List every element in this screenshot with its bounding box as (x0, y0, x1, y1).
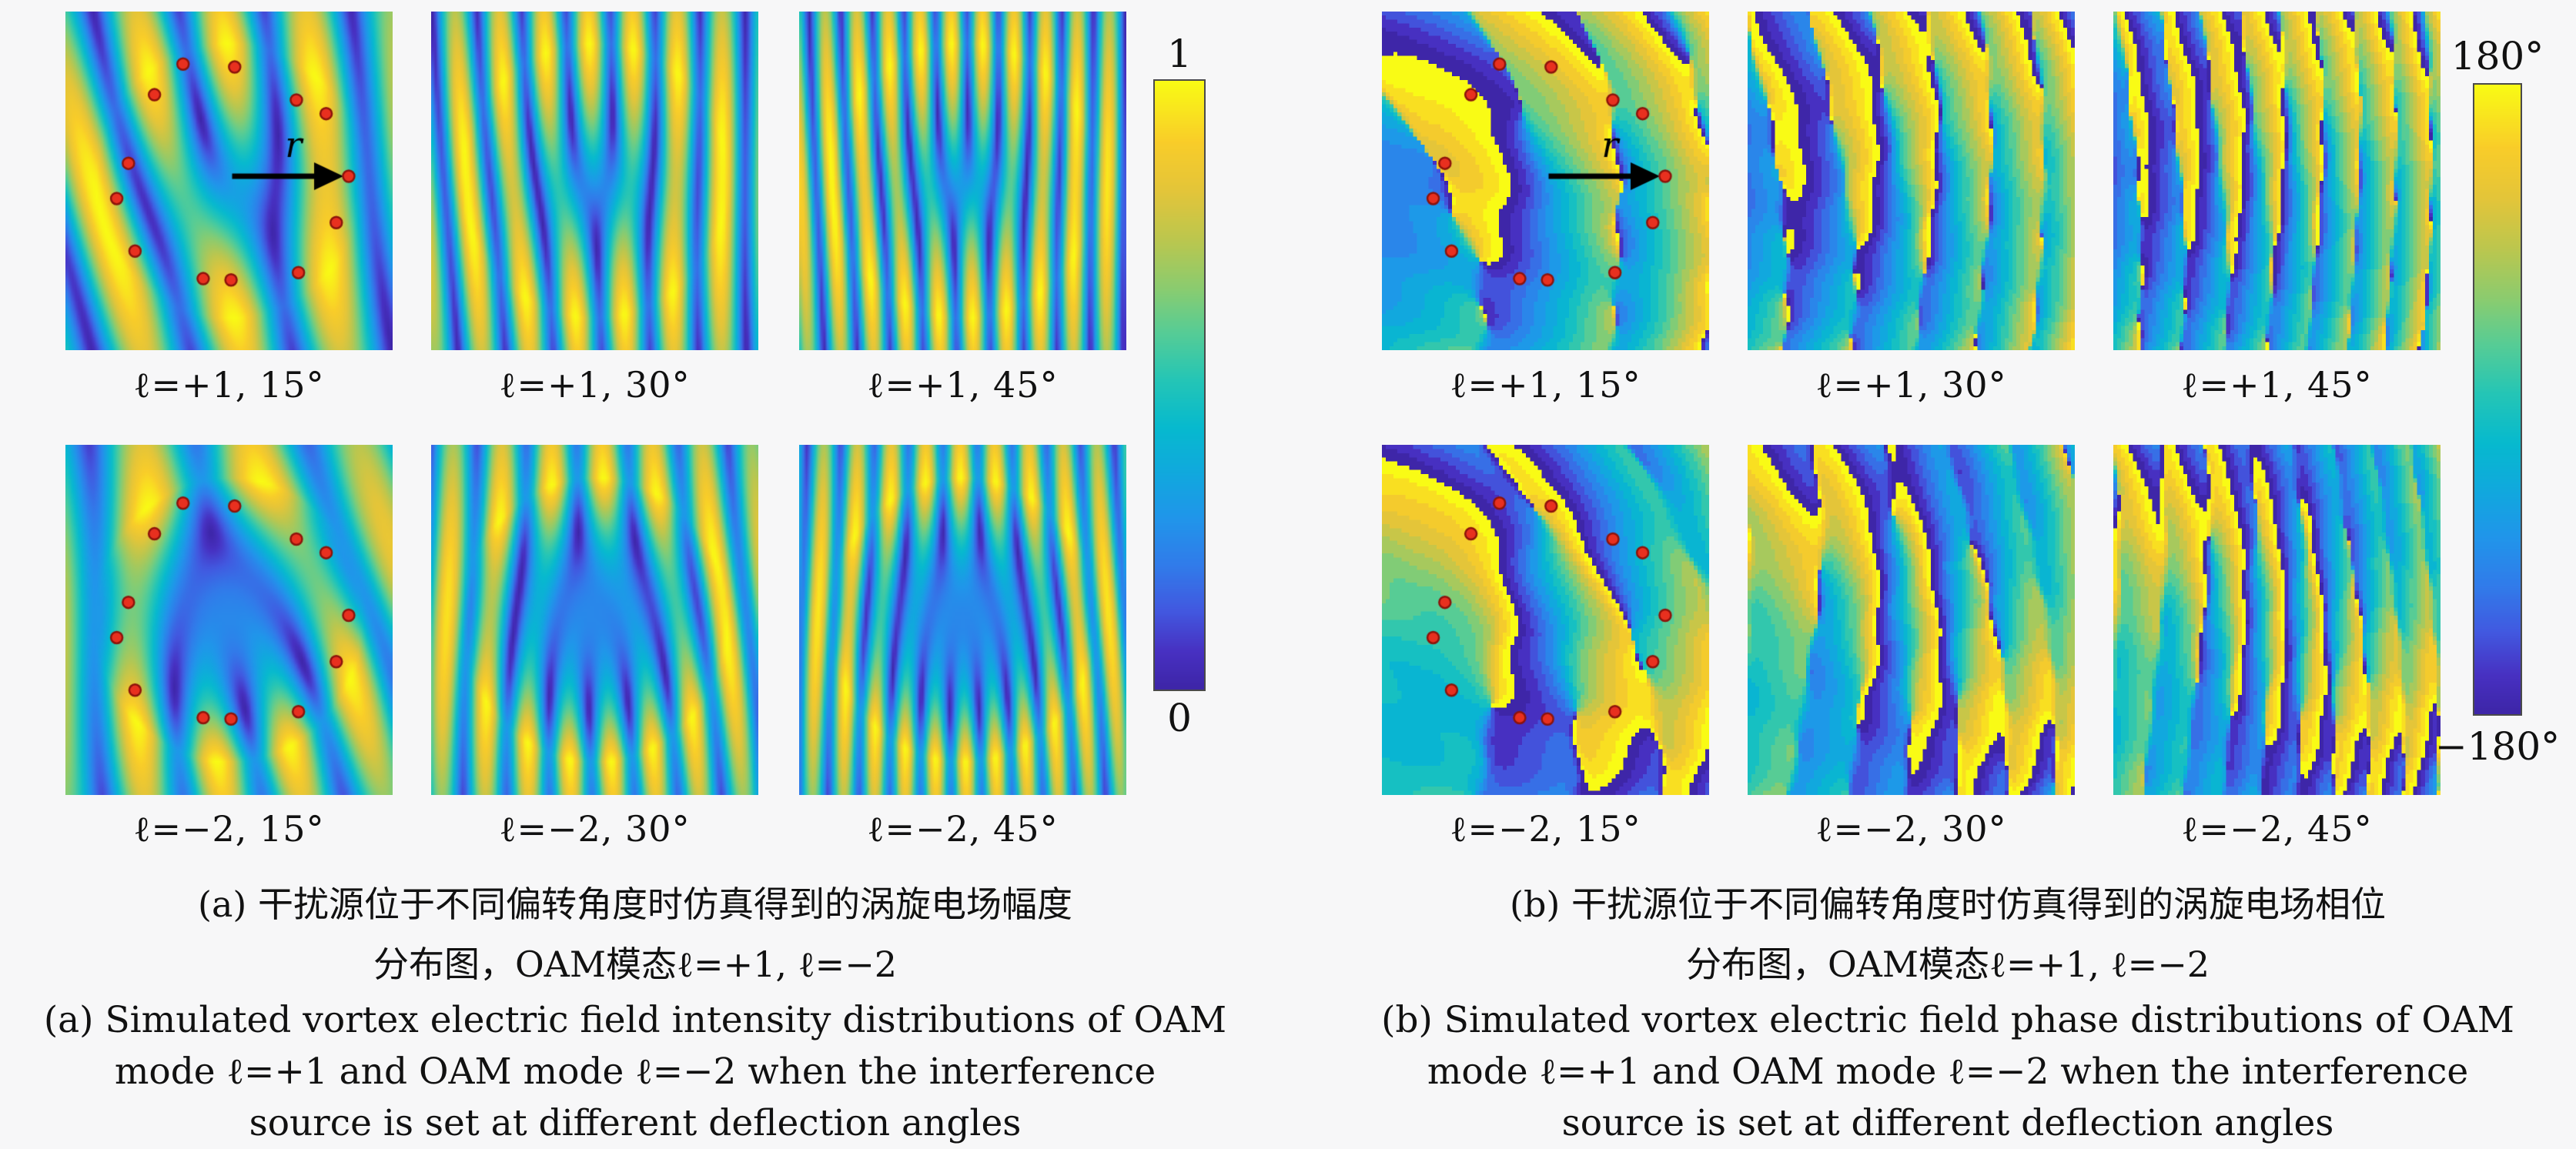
caption-panel-a: (a) 干扰源位于不同偏转角度时仿真得到的涡旋电场幅度 分布图，OAM模态ℓ=+… (19, 874, 1251, 1149)
caption-panel-b: (b) 干扰源位于不同偏转角度时仿真得到的涡旋电场相位 分布图，OAM模态ℓ=+… (1332, 874, 2564, 1149)
heatmap-canvas (799, 12, 1126, 350)
subplot-label: ℓ=+1, 30° (499, 364, 691, 406)
caption-zh-line: (b) 干扰源位于不同偏转角度时仿真得到的涡旋电场相位 (1510, 883, 2386, 925)
subplot-label: ℓ=−2, 45° (2181, 808, 2373, 850)
subplot-label: ℓ=+1, 45° (867, 364, 1059, 406)
heatmap-a-l-2-15deg (65, 445, 393, 795)
heatmap-a-l+1-15deg (65, 12, 393, 350)
colorbar-gradient (2473, 83, 2522, 716)
heatmap-canvas (1748, 12, 2075, 350)
heatmap-b-l-2-45deg (2113, 445, 2441, 795)
caption-en-line: source is set at different deflection an… (249, 1102, 1022, 1144)
heatmap-canvas (2113, 445, 2441, 795)
heatmap-canvas (1382, 12, 1709, 350)
caption-en-line: (b) Simulated vortex electric field phas… (1381, 999, 2514, 1041)
heatmap-b-l+1-45deg (2113, 12, 2441, 350)
heatmap-canvas (1382, 445, 1709, 795)
heatmap-b-l-2-15deg (1382, 445, 1709, 795)
colorbar-gradient (1153, 79, 1206, 691)
colorbar-intensity (1153, 79, 1206, 691)
subplot-label: ℓ=−2, 30° (499, 808, 691, 850)
caption-en-line: source is set at different deflection an… (1561, 1102, 2334, 1144)
caption-en-line: mode ℓ=+1 and OAM mode ℓ=−2 when the int… (1427, 1050, 2469, 1093)
heatmap-a-l-2-30deg (431, 445, 758, 795)
heatmap-b-l+1-30deg (1748, 12, 2075, 350)
heatmap-canvas (431, 12, 758, 350)
heatmap-b-l+1-15deg (1382, 12, 1709, 350)
caption-zh-line: 分布图，OAM模态ℓ=+1, ℓ=−2 (1685, 944, 2210, 985)
heatmap-a-l+1-30deg (431, 12, 758, 350)
caption-en-line: (a) Simulated vortex electric field inte… (43, 999, 1227, 1041)
colorbar-max-label: 180° (2451, 34, 2544, 78)
subplot-label: ℓ=−2, 30° (1815, 808, 2007, 850)
heatmap-canvas (799, 445, 1126, 795)
subplot-label: ℓ=+1, 30° (1815, 364, 2007, 406)
colorbar-min-label: 0 (1167, 696, 1192, 740)
heatmap-a-l-2-45deg (799, 445, 1126, 795)
colorbar-max-label: 1 (1167, 32, 1192, 76)
heatmap-canvas (1748, 445, 2075, 795)
caption-en-line: mode ℓ=+1 and OAM mode ℓ=−2 when the int… (114, 1050, 1156, 1093)
subplot-label: ℓ=+1, 15° (1450, 364, 1641, 406)
caption-zh-line: (a) 干扰源位于不同偏转角度时仿真得到的涡旋电场幅度 (198, 883, 1072, 925)
subplot-label: ℓ=−2, 15° (133, 808, 325, 850)
heatmap-canvas (2113, 12, 2441, 350)
heatmap-a-l+1-45deg (799, 12, 1126, 350)
heatmap-canvas (65, 445, 393, 795)
heatmap-canvas (65, 12, 393, 350)
caption-zh-line: 分布图，OAM模态ℓ=+1, ℓ=−2 (373, 944, 898, 985)
subplot-label: ℓ=+1, 45° (2181, 364, 2373, 406)
subplot-label: ℓ=−2, 15° (1450, 808, 1641, 850)
heatmap-canvas (431, 445, 758, 795)
colorbar-min-label: −180° (2434, 724, 2561, 769)
subplot-label: ℓ=+1, 15° (133, 364, 325, 406)
heatmap-b-l-2-30deg (1748, 445, 2075, 795)
colorbar-phase (2473, 83, 2522, 716)
subplot-label: ℓ=−2, 45° (867, 808, 1059, 850)
